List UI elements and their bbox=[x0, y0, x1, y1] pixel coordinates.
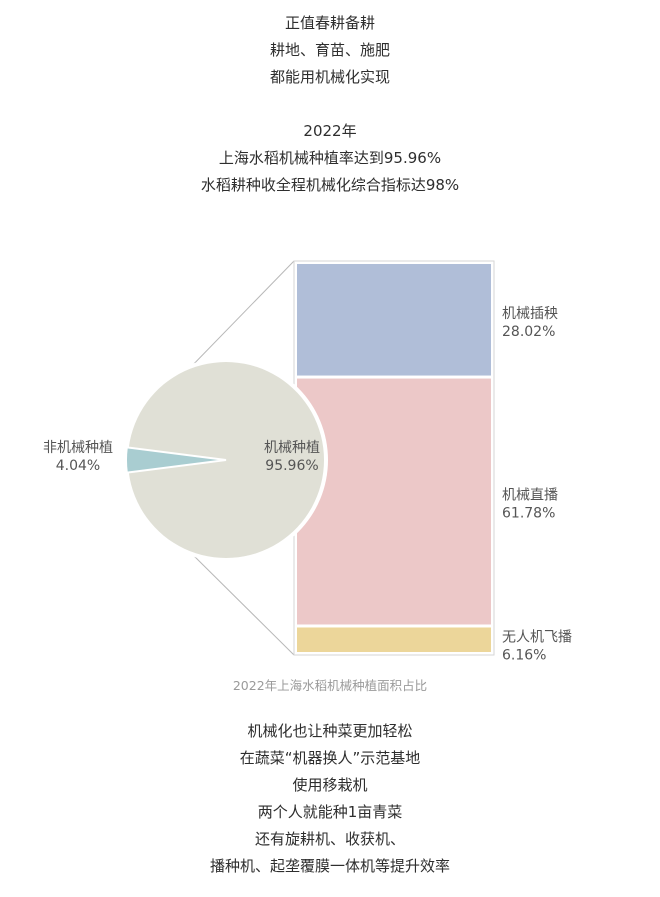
connector-lines bbox=[185, 260, 295, 656]
bar-label-name: 机械直播 bbox=[502, 487, 558, 504]
pie-label-value: 95.96% bbox=[265, 458, 318, 474]
outro-line: 机械化也让种菜更加轻松 bbox=[247, 722, 413, 740]
intro-line: 耕地、育苗、施肥 bbox=[269, 41, 390, 59]
pie-label-name: 非机械种植 bbox=[43, 440, 113, 456]
pie-label-value: 4.04% bbox=[56, 458, 100, 474]
stat-line: 上海水稻机械种植率达到95.96% bbox=[218, 149, 442, 167]
intro-line: 都能用机械化实现 bbox=[269, 68, 390, 86]
pie-slice-non-mechanized bbox=[125, 446, 227, 474]
intro-line: 正值春耕备耕 bbox=[284, 14, 375, 32]
bar-segment bbox=[297, 264, 491, 376]
chart: 机械种植 95.96% 非机械种植 4.04% 机械插秧 28.02% 机械直播 61.78%… bbox=[43, 260, 572, 664]
chart-labels: 机械种植 95.96% 非机械种植 4.04% 机械插秧 28.02% 机械直播 61.78%… bbox=[43, 306, 572, 664]
outro-line: 两个人就能种1亩青菜 bbox=[257, 803, 403, 821]
intro-text: 正值春耕备耕 耕地、育苗、施肥 都能用机械化实现 bbox=[0, 10, 660, 91]
bar-label-value: 28.02% bbox=[502, 324, 555, 340]
outro-line: 使用移栽机 bbox=[292, 776, 368, 794]
pie-slice-mechanized bbox=[128, 362, 324, 558]
stat-line: 水稻耕种收全程机械化综合指标达98% bbox=[200, 176, 460, 194]
pie-chart bbox=[124, 358, 328, 562]
outro-text: 机械化也让种菜更加轻松 在蔬菜“机器换人”示范基地 使用移栽机两个人就能种1亩青菜还… bbox=[0, 718, 660, 880]
bar-label-value: 6.16% bbox=[502, 648, 546, 664]
stat-line: 2022年 bbox=[303, 122, 357, 140]
bar-label-name: 机械插秧 bbox=[502, 306, 558, 322]
bar-segment bbox=[297, 378, 491, 625]
outro-line: 在蔬菜“机器换人”示范基地 bbox=[239, 749, 421, 767]
stacked-bar bbox=[293, 260, 495, 656]
chart-caption: 2022年上海水稻机械种植面积占比 bbox=[232, 678, 428, 693]
bar-label-value: 61.78% bbox=[502, 506, 555, 522]
stat-text: 2022年上海水稻机械种植率达到95.96% 水稻耕种收全程机械化综合指标达98% bbox=[0, 118, 660, 199]
bar-segment bbox=[297, 627, 491, 652]
connector-top bbox=[185, 260, 295, 373]
outro-line: 还有旋耕机、收获机、 bbox=[254, 830, 405, 848]
outro-line: 播种机、起垄覆膜一体机等提升效率 bbox=[209, 857, 450, 875]
bar-label-name: 无人机飞播 bbox=[502, 630, 572, 646]
connector-bottom bbox=[185, 547, 295, 656]
pie-label-name: 机械种植 bbox=[264, 440, 320, 456]
